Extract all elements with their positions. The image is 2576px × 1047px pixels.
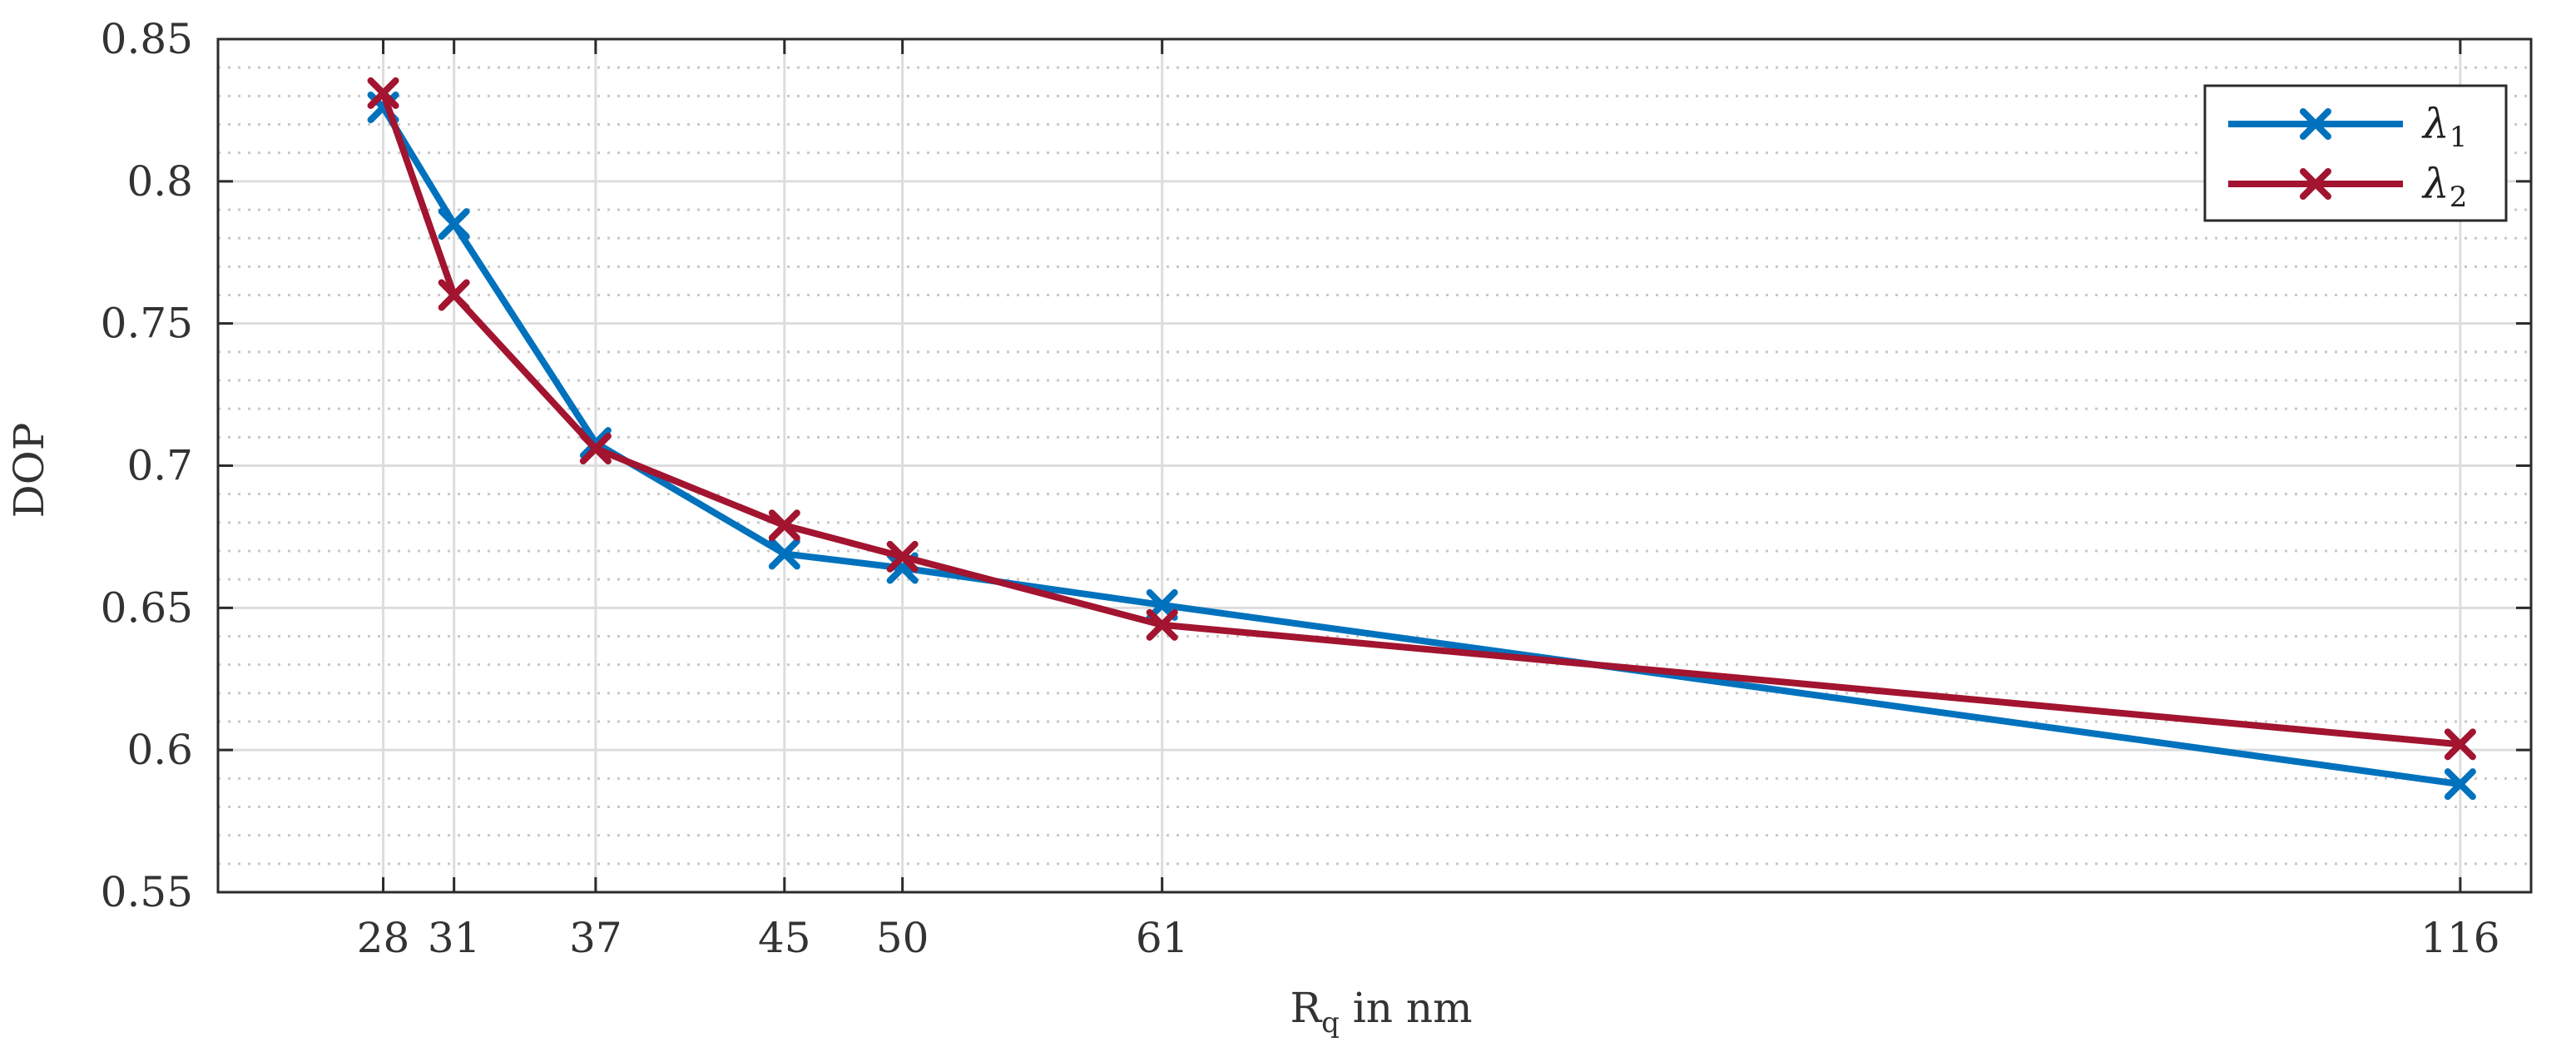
y-tick-label: 0.8: [126, 157, 193, 206]
legend-label-sub: 2: [2450, 181, 2468, 214]
x-tick-label: 45: [758, 914, 811, 962]
x-axis-label-main: R: [1290, 984, 1322, 1032]
series-line: [379, 104, 2464, 788]
legend-label: λ2: [2421, 160, 2467, 214]
y-tick-label: 0.6: [126, 726, 193, 774]
axes: [216, 37, 2533, 894]
x-tick-label: 28: [357, 914, 410, 962]
y-axis-label: DOP: [5, 423, 53, 519]
series-line: [379, 89, 2464, 748]
data-point-marker: [768, 509, 800, 542]
data-point-marker: [367, 77, 399, 109]
x-tick-label: 50: [876, 914, 929, 962]
legend-item-2: λ2: [2228, 160, 2467, 214]
y-tick-label: 0.75: [101, 300, 193, 348]
legend-item-1: λ1: [2228, 100, 2467, 154]
data-point-marker: [2444, 728, 2476, 761]
x-tick-label: 31: [428, 914, 481, 962]
x-tick-label: 37: [569, 914, 622, 962]
series-1: [367, 92, 2476, 801]
series-layer: [367, 77, 2476, 801]
legend-box: [2203, 84, 2508, 222]
legend-marker: [2300, 108, 2331, 140]
data-point-marker: [2444, 768, 2476, 801]
data-point-marker: [579, 433, 612, 464]
x-axis-label-sub: q: [1321, 1006, 1340, 1040]
legend-marker: [2300, 168, 2331, 200]
grid: [218, 37, 2531, 894]
legend-label-main: λ: [2421, 160, 2450, 208]
data-point-marker: [1146, 608, 1178, 641]
data-point-marker: [886, 540, 919, 573]
data-point-marker: [438, 208, 470, 241]
x-axis-label-rest: in nm: [1340, 984, 1473, 1032]
legend-label-main: λ: [2421, 100, 2450, 148]
x-tick-label: 61: [1136, 914, 1189, 962]
series-2: [367, 77, 2476, 761]
legend-label: λ1: [2421, 100, 2467, 154]
y-tick-label: 0.55: [101, 868, 193, 916]
y-tick-label: 0.7: [126, 442, 193, 490]
x-axis-label: Rq in nm: [1290, 984, 1472, 1040]
tick-labels: 0.55 0.6 0.65 0.7 0.75 0.8 0.85 28 31 37 45 50 61 116: [101, 15, 2500, 962]
y-tick-label: 0.65: [101, 583, 193, 632]
y-tick-label: 0.85: [101, 15, 193, 63]
legend-label-sub: 1: [2450, 121, 2468, 154]
data-point-marker: [768, 538, 800, 570]
data-point-marker: [438, 279, 470, 311]
x-tick-label: 116: [2420, 914, 2499, 962]
